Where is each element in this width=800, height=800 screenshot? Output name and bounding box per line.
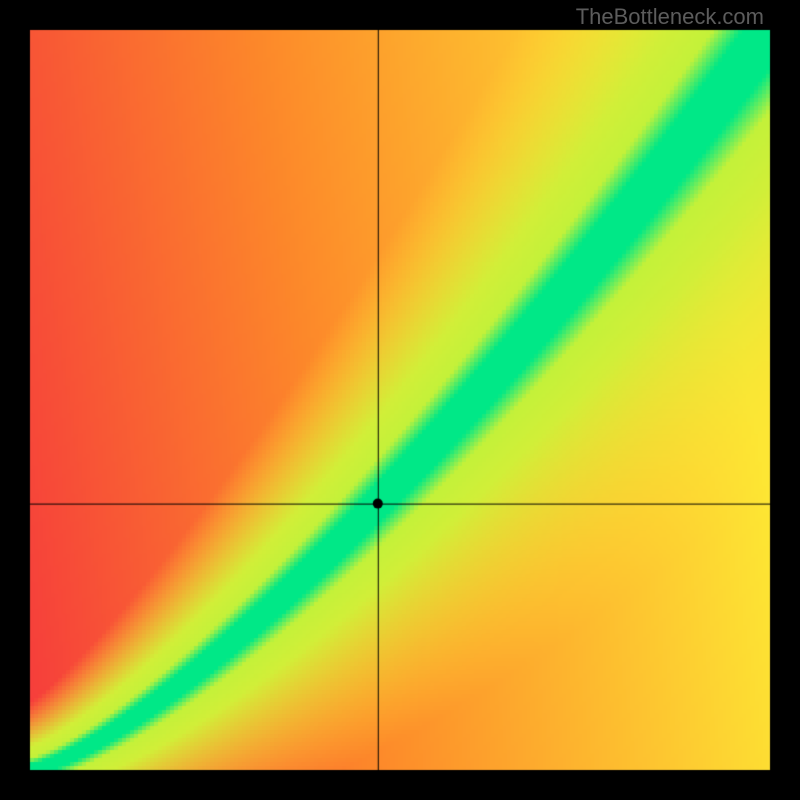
heatmap-canvas [0,0,800,800]
chart-container: TheBottleneck.com [0,0,800,800]
watermark-text: TheBottleneck.com [576,4,764,30]
